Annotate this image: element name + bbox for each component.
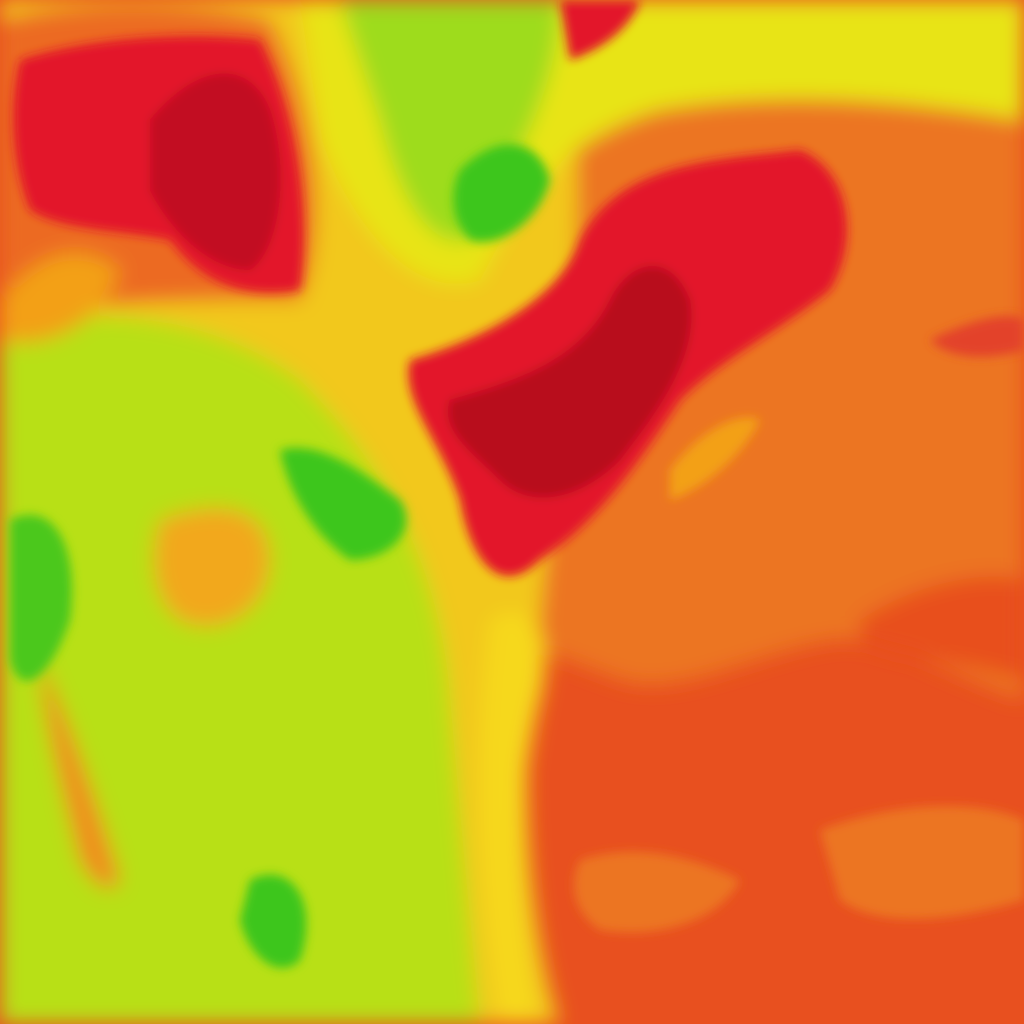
green-patch-center bbox=[280, 448, 407, 560]
hot-spots bbox=[10, 0, 1024, 968]
red-north bbox=[560, 0, 640, 60]
orange-patch-south bbox=[574, 851, 740, 933]
red-streak-east bbox=[930, 316, 1024, 357]
green-patch-north bbox=[453, 144, 550, 242]
yellow-edge bbox=[479, 612, 546, 1024]
dark-red-center bbox=[448, 266, 692, 498]
dark-red-west bbox=[150, 73, 281, 270]
green-patch-west bbox=[10, 514, 72, 681]
orange-patch-southeast bbox=[820, 806, 1024, 919]
orange-island bbox=[154, 508, 270, 627]
orange-strip bbox=[0, 253, 120, 343]
orange-streak-center bbox=[670, 417, 760, 500]
orange-streak bbox=[40, 660, 120, 889]
red-orange-patch bbox=[860, 576, 1024, 680]
green-patch-south bbox=[240, 874, 307, 968]
green-north bbox=[340, 0, 560, 242]
